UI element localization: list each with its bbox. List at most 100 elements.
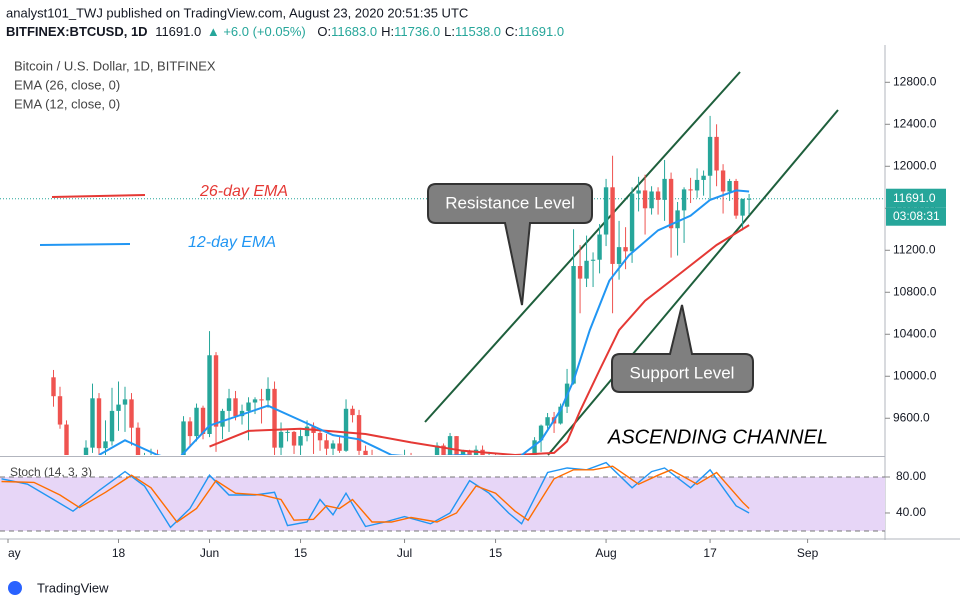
resistance-callout	[427, 183, 593, 306]
y-tick-label: 12000.0	[893, 158, 937, 172]
ema-line	[98, 189, 750, 455]
ohlc-value: 11691.0	[518, 24, 564, 39]
stoch-line	[1, 461, 750, 529]
candle-body	[135, 427, 141, 455]
last-price-label: 11691.0	[893, 191, 936, 205]
candle-body	[83, 447, 89, 455]
candle-body	[701, 175, 706, 180]
y-tick-label: 10800.0	[893, 284, 937, 298]
x-tick-label: ay	[8, 546, 21, 560]
candle-body	[642, 190, 648, 209]
axes: 9600.010000.010400.010800.011200.011600.…	[7, 74, 946, 560]
x-tick-label: 15	[489, 546, 503, 560]
candle-body	[103, 441, 108, 449]
candle-body	[265, 388, 271, 401]
candle-body	[538, 425, 544, 441]
ema-line	[209, 224, 750, 455]
candle-body	[558, 406, 563, 424]
candle-body	[454, 436, 459, 455]
candle-body	[649, 191, 654, 209]
ohlc-value: 11538.0	[455, 24, 501, 39]
candle-body	[636, 190, 641, 194]
candle-body	[616, 247, 622, 264]
candle-body	[597, 234, 602, 260]
candle-body	[64, 424, 69, 455]
stoch-title: Stoch (14, 3, 3)	[10, 465, 92, 479]
ohlc-label: H:	[381, 24, 394, 39]
candle-body	[246, 402, 251, 411]
stoch-line	[1, 465, 750, 523]
candle-body	[51, 377, 56, 397]
candle-body	[545, 417, 550, 426]
candle-body	[291, 431, 297, 446]
candle-body	[746, 198, 752, 200]
y-tick-label: 12400.0	[893, 116, 937, 130]
candle-body	[363, 450, 368, 455]
stoch-band	[0, 476, 885, 531]
y-tick-label: 12800.0	[893, 74, 937, 88]
candle-body	[343, 408, 349, 451]
candle-body	[259, 399, 264, 401]
candle-body	[603, 187, 609, 235]
legend: Bitcoin / U.S. Dollar, 1D, BITFINEX EMA …	[10, 58, 216, 479]
y-tick-label: 9600.0	[893, 410, 930, 424]
x-tick-label: Sep	[797, 546, 819, 560]
candle-body	[623, 247, 628, 252]
brand: TradingView	[37, 580, 109, 595]
ohlc-label: O:	[317, 24, 331, 39]
candle-body	[213, 355, 219, 427]
ema12-legend-line	[39, 243, 131, 246]
candle-body	[298, 436, 303, 446]
annotation: Support Level	[630, 363, 735, 382]
legend-entry: EMA (26, close, 0)	[14, 77, 120, 92]
candle-body	[324, 440, 329, 449]
x-tick-label: 15	[294, 546, 308, 560]
candle-body	[434, 445, 440, 455]
candle-body	[467, 450, 472, 455]
candle-body	[194, 407, 199, 437]
candle-body	[90, 398, 95, 448]
candle-body	[727, 180, 732, 192]
y-tick-label: 10400.0	[893, 326, 937, 340]
countdown-box	[886, 207, 946, 226]
ohlc-label: L:	[444, 24, 455, 39]
symbol: BITFINEX:BTCUSD, 1D	[6, 24, 148, 39]
candle-body	[584, 260, 589, 279]
ohlc-value: 11736.0	[394, 24, 440, 39]
candle-body	[629, 193, 635, 252]
candle-body	[207, 355, 212, 435]
candle-body	[675, 210, 680, 229]
candle-body	[226, 398, 232, 411]
byline: analyst101_TWJ published on TradingView.…	[6, 5, 468, 20]
candle-body	[668, 178, 674, 229]
support-trendline	[547, 109, 839, 456]
candle-body	[610, 187, 615, 264]
candle-body	[707, 136, 713, 176]
candle-body	[447, 436, 453, 455]
candle-body	[252, 399, 258, 403]
annotation: ASCENDING CHANNEL	[607, 426, 828, 448]
candle-body	[129, 399, 134, 428]
candle-body	[688, 189, 693, 191]
logo	[8, 581, 22, 595]
last-price-box	[886, 188, 946, 208]
x-tick-label: Aug	[595, 546, 616, 560]
candle-body	[272, 388, 277, 448]
y-tick-label: 11200.0	[893, 242, 936, 256]
ohlc-label: C:	[505, 24, 518, 39]
legend-entry: EMA (12, close, 0)	[14, 96, 120, 111]
annotation: Resistance Level	[445, 193, 574, 212]
y-tick-label: 10000.0	[893, 368, 937, 382]
candle-body	[116, 404, 121, 411]
annotation: 12-day EMA	[188, 234, 276, 251]
candle-body	[655, 191, 661, 200]
candle-body	[317, 432, 323, 441]
candle-body	[350, 408, 355, 416]
candle-body	[460, 450, 466, 455]
ohlc-value: 11683.0	[331, 24, 377, 39]
candle-body	[337, 443, 342, 451]
candle-body	[200, 407, 206, 435]
x-tick-label: Jun	[200, 546, 219, 560]
ema26-legend-line	[51, 194, 146, 198]
